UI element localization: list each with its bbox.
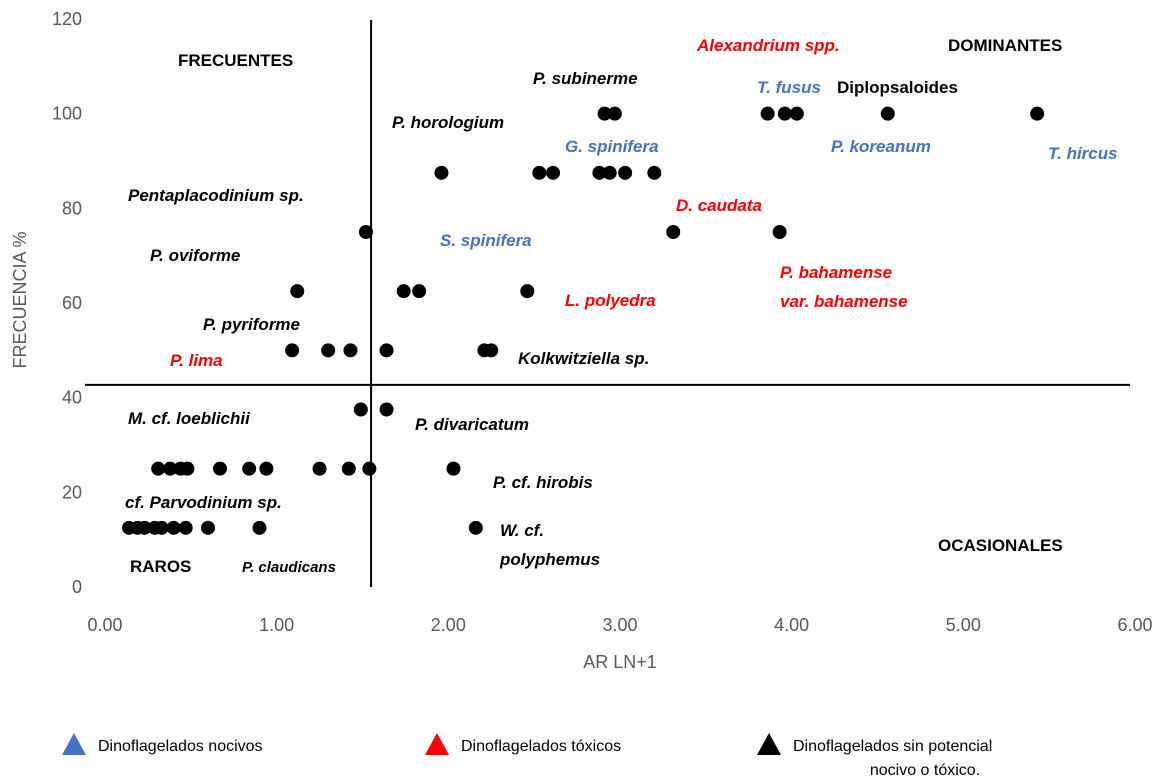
point [166,520,181,535]
annotation: P. subinerme [533,69,638,88]
legend-swatch [425,733,449,755]
point [484,343,499,358]
point [358,225,373,239]
annotation: P. lima [170,351,223,370]
annotation: P. oviforme [150,246,240,265]
point [180,461,195,476]
annotation: G. spinifera [565,137,659,156]
annotation: P. koreanum [831,137,931,156]
annotation: S. spinifera [440,231,532,250]
annotation: Alexandrium spp. [696,36,840,55]
y-tick-label: 20 [62,482,82,502]
point [618,165,633,180]
point [151,461,166,476]
point [520,284,535,299]
annotation: L. polyedra [565,291,656,310]
point [213,461,228,476]
point [341,461,356,476]
x-tick-label: 2.00 [431,615,466,635]
point [396,284,411,299]
point [789,106,804,121]
legend-label: Dinoflagelados nocivos [98,738,263,755]
x-tick-label: 0.00 [87,615,122,635]
point [434,165,449,180]
y-tick-label: 80 [62,198,82,218]
annotation: T. hircus [1048,144,1118,163]
annotation: T. fusus [757,78,821,97]
point [353,402,368,417]
x-tick-label: 4.00 [774,615,809,635]
point [597,106,612,121]
legend-label: Dinoflagelados sin potencial [793,738,992,755]
point [446,461,461,476]
y-axis-label: FRECUENCIA % [10,231,30,368]
annotation: RAROS [130,557,191,576]
legend-swatch [757,733,781,755]
annotation: Pentaplacodinium sp. [128,186,304,205]
annotation: var. bahamense [780,292,908,311]
x-tick-label: 5.00 [946,615,981,635]
point [602,165,617,180]
point [607,106,622,121]
point [312,461,327,476]
point [154,520,169,535]
annotation: P. divaricatum [415,415,529,434]
y-tick-label: 0 [72,577,82,597]
annotation: FRECUENTES [178,51,293,70]
annotation: Kolkwitziella sp. [518,349,649,368]
annotation: P. horologium [392,113,504,132]
annotation: P. pyriforme [203,315,300,334]
y-tick-label: 60 [62,293,82,313]
annotation: cf. Parvodinium sp. [125,493,282,512]
annotation: P. cf. hirobis [493,473,593,492]
annotation: OCASIONALES [938,536,1063,555]
point [880,106,895,121]
point [666,225,681,239]
point [647,165,662,180]
annotation: W. cf. [500,521,544,540]
annotation: polyphemus [499,550,600,569]
annotation: P. bahamense [780,263,892,282]
y-tick-label: 120 [52,9,82,29]
x-axis-label: AR LN+1 [583,652,657,672]
annotation: P. claudicans [242,559,336,576]
y-tick-label: 40 [62,388,82,408]
annotation: Diplopsaloides [837,78,958,97]
annotation: M. cf. loeblichii [128,409,251,428]
point [777,106,792,121]
point [532,165,547,180]
point [592,165,607,180]
point [379,343,394,358]
y-tick-label: 100 [52,104,82,124]
point [468,520,483,535]
x-tick-label: 1.00 [259,615,294,635]
point [259,461,274,476]
point [163,461,178,476]
point [201,520,215,535]
x-tick-label: 6.00 [1117,615,1152,635]
legend-label: Dinoflagelados tóxicos [461,738,621,755]
point [546,165,561,180]
point [412,284,427,299]
point [290,284,305,299]
point [252,520,267,535]
point [760,106,775,121]
point [1030,106,1045,121]
legend-swatch [62,733,86,755]
point [285,343,300,358]
point [321,343,336,358]
point [772,225,787,239]
annotation: DOMINANTES [948,36,1062,55]
point [379,402,394,417]
annotation: D. caudata [676,196,762,215]
point [137,520,152,535]
legend-label: nocivo o tóxico. [870,762,980,779]
point [362,461,377,476]
point [242,461,257,476]
x-tick-label: 3.00 [602,615,637,635]
point [343,343,358,358]
point [178,520,193,535]
